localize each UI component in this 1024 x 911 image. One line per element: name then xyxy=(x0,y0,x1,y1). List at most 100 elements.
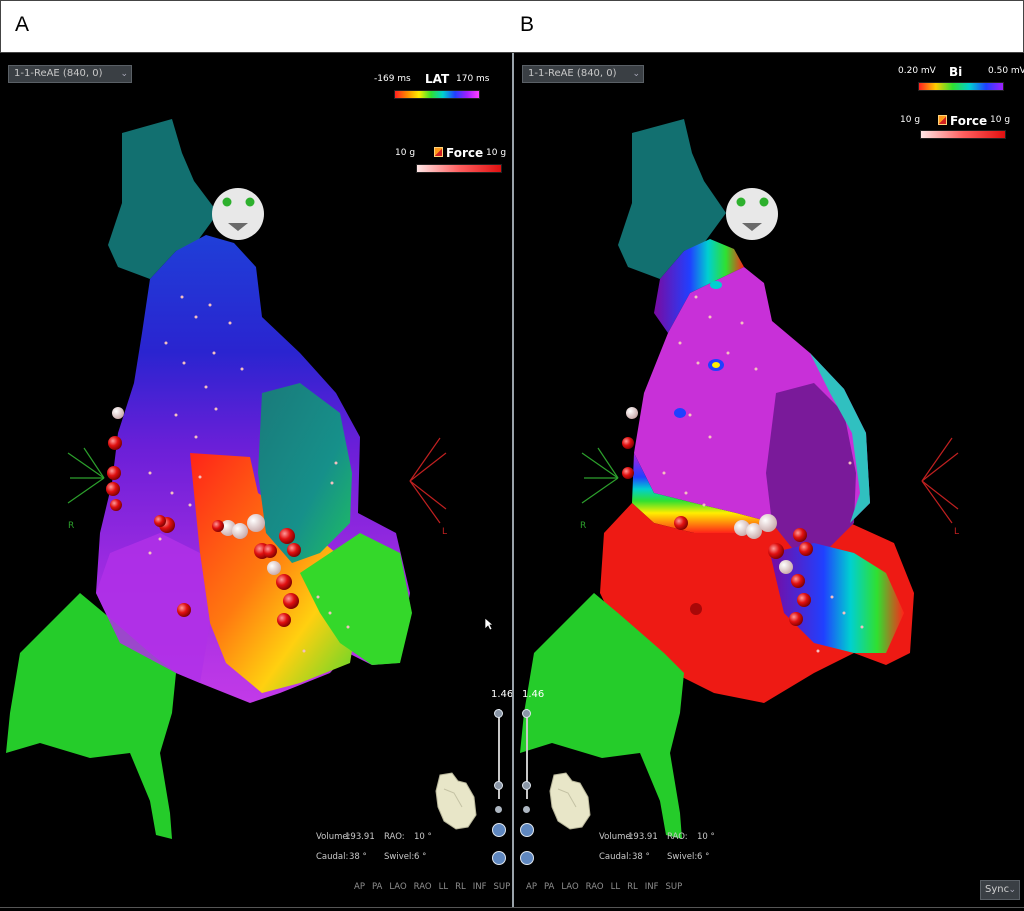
volume-value: 193.91 xyxy=(628,832,658,842)
chevron-down-icon: ⌄ xyxy=(120,69,128,79)
rotate-button[interactable] xyxy=(520,823,534,837)
lat-scale-max: 170 ms xyxy=(456,74,490,84)
axis-left-label: L xyxy=(954,527,960,537)
view-rao-button[interactable]: RAO xyxy=(585,882,604,892)
heart-thumbnail-icon xyxy=(435,772,477,830)
view-lao-button[interactable]: LAO xyxy=(389,882,407,892)
reset-view-button[interactable] xyxy=(492,851,506,865)
volume-label: Volume: xyxy=(316,832,351,842)
axis-left-label: L xyxy=(442,527,448,537)
swivel-value: 6 ° xyxy=(697,852,710,862)
zoom-level: 1.46 xyxy=(522,689,545,700)
view-rl-button[interactable]: RL xyxy=(627,882,638,892)
view-sup-button[interactable]: SUP xyxy=(493,882,511,892)
view-rao-button[interactable]: RAO xyxy=(413,882,432,892)
view-presets: AP PA LAO RAO LL RL INF SUP xyxy=(526,882,682,892)
zoom-handle[interactable] xyxy=(494,781,503,790)
lat-scale-min: -169 ms xyxy=(374,74,411,84)
zoom-track[interactable] xyxy=(498,709,500,799)
lat-color-bar xyxy=(394,90,480,99)
force-scale-min: 10 g xyxy=(395,148,416,158)
view-pa-button[interactable]: PA xyxy=(371,882,383,892)
force-icon xyxy=(434,147,443,157)
axis-right-label: R xyxy=(580,521,587,531)
rotate-button[interactable] xyxy=(492,823,506,837)
map-selector-label: 1-1-ReAE (840, 0) xyxy=(14,68,103,79)
orientation-axis-icon xyxy=(581,437,959,524)
caudal-value: 38 ° xyxy=(349,852,367,862)
view-sup-button[interactable]: SUP xyxy=(665,882,683,892)
zoom-step-button[interactable] xyxy=(495,806,502,813)
rao-value: 10 ° xyxy=(414,832,432,842)
volume-label: Volume: xyxy=(599,832,634,842)
swivel-label: Swivel: xyxy=(384,852,415,862)
caudal-label: Caudal: xyxy=(316,852,349,862)
bi-scale-min: 0.20 mV xyxy=(898,66,936,76)
rao-value: 10 ° xyxy=(697,832,715,842)
caudal-value: 38 ° xyxy=(632,852,650,862)
panel-a-lat-map[interactable]: 1-1-ReAE (840, 0) ⌄ -169 ms LAT 170 ms 1… xyxy=(0,53,512,908)
axis-right-label: R xyxy=(68,521,75,531)
ablation-points xyxy=(622,407,813,626)
view-presets: AP PA LAO RAO LL RL INF SUP xyxy=(354,882,510,892)
zoom-step-button[interactable] xyxy=(523,806,530,813)
force-scale-title: Force xyxy=(446,146,484,160)
head-orientation-icon xyxy=(726,188,778,240)
view-inf-button[interactable]: INF xyxy=(644,882,659,892)
map-selector[interactable]: 1-1-ReAE (840, 0) ⌄ xyxy=(522,65,644,83)
rao-label: RAO: xyxy=(384,832,405,842)
map-selector-label: 1-1-ReAE (840, 0) xyxy=(528,68,617,79)
swivel-label: Swivel: xyxy=(667,852,698,862)
view-pa-button[interactable]: PA xyxy=(543,882,555,892)
panel-b-voltage-map[interactable]: 1-1-ReAE (840, 0) ⌄ 0.20 mV Bi 0.50 mV 1… xyxy=(514,53,1024,908)
zoom-slider[interactable]: 1.46 xyxy=(488,689,512,869)
panel-b-letter: B xyxy=(520,13,535,36)
sync-dropdown[interactable]: Sync ⌄ xyxy=(980,880,1020,900)
mapping-points xyxy=(148,295,350,653)
bi-scale-max: 0.50 mV xyxy=(988,66,1024,76)
zoom-top-knob[interactable] xyxy=(494,709,503,718)
orientation-axis-icon xyxy=(67,437,447,524)
head-orientation-icon xyxy=(212,188,264,240)
panel-a-letter: A xyxy=(15,13,30,36)
ablation-points xyxy=(106,407,301,627)
force-color-bar xyxy=(416,164,502,173)
zoom-slider[interactable]: 1.46 xyxy=(516,689,544,869)
map-selector[interactable]: 1-1-ReAE (840, 0) ⌄ xyxy=(8,65,132,83)
volume-value: 193.91 xyxy=(345,832,375,842)
view-ap-button[interactable]: AP xyxy=(354,882,365,892)
heart-thumbnail-icon xyxy=(549,772,591,830)
caudal-label: Caudal: xyxy=(599,852,632,862)
chevron-down-icon: ⌄ xyxy=(1008,885,1016,895)
force-scale-min: 10 g xyxy=(900,115,921,125)
bi-scale-title: Bi xyxy=(949,65,963,79)
view-ll-button[interactable]: LL xyxy=(438,882,449,892)
force-color-bar xyxy=(920,130,1006,139)
sync-label: Sync xyxy=(985,884,1010,895)
zoom-handle[interactable] xyxy=(522,781,531,790)
view-inf-button[interactable]: INF xyxy=(472,882,487,892)
voltage-3d-map[interactable] xyxy=(514,53,1024,908)
lat-scale-title: LAT xyxy=(425,72,450,86)
force-scale-max: 10 g xyxy=(486,148,507,158)
force-icon xyxy=(938,115,947,125)
zoom-level: 1.46 xyxy=(491,689,512,700)
force-scale-max: 10 g xyxy=(990,115,1011,125)
reset-view-button[interactable] xyxy=(520,851,534,865)
view-rl-button[interactable]: RL xyxy=(455,882,466,892)
zoom-track[interactable] xyxy=(526,709,528,799)
chevron-down-icon: ⌄ xyxy=(632,69,640,79)
swivel-value: 6 ° xyxy=(414,852,427,862)
figure-header: A B xyxy=(0,0,1024,53)
mapping-points xyxy=(662,295,864,653)
lat-3d-map[interactable] xyxy=(0,53,512,908)
view-ap-button[interactable]: AP xyxy=(526,882,537,892)
view-ll-button[interactable]: LL xyxy=(610,882,621,892)
view-lao-button[interactable]: LAO xyxy=(561,882,579,892)
rao-label: RAO: xyxy=(667,832,688,842)
zoom-top-knob[interactable] xyxy=(522,709,531,718)
force-scale-title: Force xyxy=(950,114,988,128)
bi-color-bar xyxy=(918,82,1004,91)
mouse-cursor-icon xyxy=(484,617,494,631)
bottom-border xyxy=(0,907,1024,911)
